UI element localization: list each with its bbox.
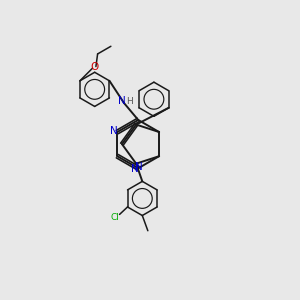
Text: N: N <box>135 162 142 172</box>
Text: O: O <box>90 61 98 72</box>
Text: N: N <box>110 126 118 136</box>
Text: H: H <box>126 97 133 106</box>
Text: N: N <box>118 96 125 106</box>
Text: Cl: Cl <box>111 213 119 222</box>
Text: N: N <box>131 164 139 174</box>
